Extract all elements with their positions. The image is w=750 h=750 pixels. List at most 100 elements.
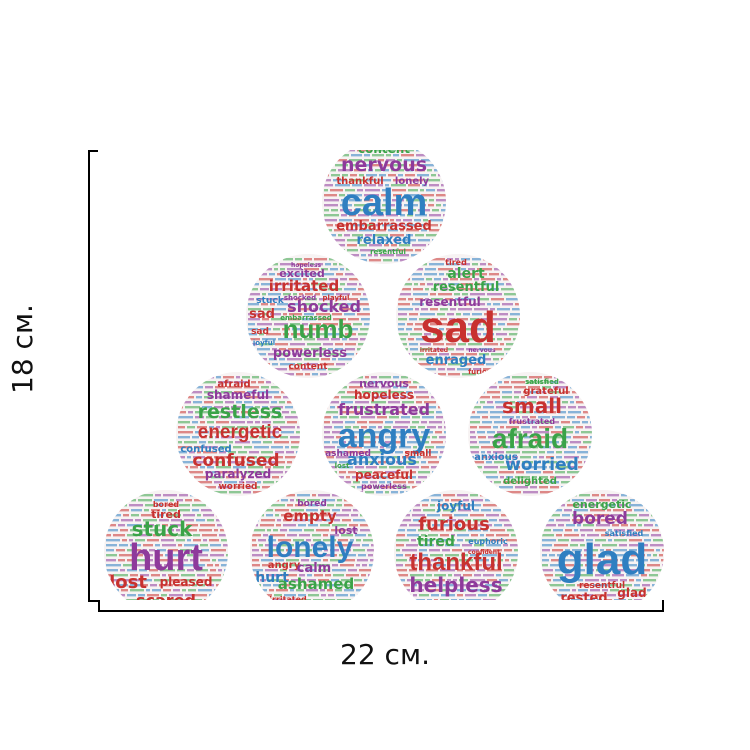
sticker-word: thankful [336,176,383,187]
sticker-lonely-art: bored empty lost lonely angry calm hurt … [250,490,374,600]
sticker-word: hurt [255,570,289,586]
sticker-hurt-art: bored tired stuck hurt lost pleased scar… [104,490,228,600]
sticker-word: sad [249,307,275,322]
sticker-word: euphoric [468,537,508,546]
sticker-word: resentful [433,280,500,295]
sticker-word: ashamed [325,449,371,459]
sticker-word: satisfied [525,378,559,386]
sticker-afraid-art: satisfied grateful small frustrated afra… [468,372,592,496]
sticker-word: confused [180,444,231,455]
sticker-word: excited [279,267,324,280]
sticker-word: small [405,449,432,459]
sticker-word: scared [136,591,196,600]
width-dimension-line [98,600,664,612]
sticker-word: shocked [284,294,316,302]
sticker-word: stuck [132,517,194,541]
sticker-word: anxious [347,450,417,469]
sticker-word: content [358,150,410,156]
sticker-word: restless [198,401,283,423]
sticker-word: nervous [468,347,496,354]
sticker-word: grateful [523,386,568,397]
sticker-word: irritated [269,595,307,600]
sticker-word: content [288,362,328,372]
sticker-word: energetic [572,498,631,511]
sticker-word: powerless [273,346,347,361]
sticker-afraid: satisfied grateful small frustrated afra… [468,372,592,496]
sticker-word: embarrassed [336,219,432,234]
sticker-sad: tired alert resentful resentful sad irri… [396,254,520,378]
sticker-word: shameful [207,388,269,402]
word-cloud-texture [398,258,520,376]
sticker-main-word: thankful [409,549,502,576]
sticker-numb: hopeless excited irritated stuck shocked… [246,254,370,378]
sticker-word: bored [153,500,180,509]
sticker-main-word: hurt [129,537,203,579]
sticker-word: sad [251,327,269,337]
sticker-word: lost [334,524,357,537]
sticker-angry-art: nervous hopeless frustrated angry anxiou… [322,372,446,496]
sticker-word: afraid [217,379,250,390]
sticker-word: frustrated [509,417,555,426]
sticker-main-word: calm [341,182,428,224]
sticker-energetic-art: afraid shameful restless energetic confu… [176,372,300,496]
sticker-word: powerless [361,482,407,491]
sticker-numb-art: hopeless excited irritated stuck shocked… [246,254,370,378]
sticker-word: bored [297,499,327,509]
sticker-word: tired [151,508,181,521]
sticker-word: satisfied [605,529,644,538]
word-cloud-texture [248,258,370,376]
sticker-word: irritated [420,347,448,354]
sticker-word: lost [335,462,350,470]
sticker-word: angry [268,560,301,571]
sticker-word: furious [468,368,496,376]
sticker-word: nervous [359,377,409,390]
sticker-word: playful [323,294,350,302]
sticker-main-word: glad [557,535,647,584]
sticker-word: confused [192,451,279,471]
sticker-word: embarrassed [280,314,332,322]
sticker-word: ashamed [278,575,354,593]
sticker-word: pleased [160,575,213,589]
sticker-word: worried [505,455,579,475]
sticker-main-word: afraid [492,423,568,454]
sticker-word: resentful [419,295,481,309]
sticker-word: relaxed [357,233,412,248]
sticker-word: resentful [370,248,406,256]
sticker-sad-art: tired alert resentful resentful sad irri… [396,254,520,378]
sticker-word: nervous [341,154,427,176]
sticker-word: rested [560,591,607,600]
sticker-word: peaceful [355,468,413,482]
sticker-main-word: sad [420,303,496,352]
sticker-calm: content nervous thankful lonely calm emb… [322,150,446,264]
sticker-word: helpless [409,573,502,597]
sticker-word: tired [417,534,455,550]
sticker-word: alert [447,266,485,282]
sticker-word: confident [468,549,500,556]
sticker-word: hopeless [354,388,414,402]
sticker-word: furious [418,514,490,535]
sticker-word: irritated [269,277,339,295]
word-cloud-texture [252,494,374,600]
sticker-word: lost [109,572,147,593]
sticker-lonely: bored empty lost lonely angry calm hurt … [250,490,374,600]
sticker-word: lonely [395,176,430,187]
sticker-word: paralyzed [205,467,271,481]
sticker-word: enraged [426,353,487,368]
word-cloud-texture [396,494,518,600]
sticker-hurt: bored tired stuck hurt lost pleased scar… [104,490,228,600]
height-dimension-line [88,150,98,602]
sticker-word: glad [617,586,646,600]
sticker-angry: nervous hopeless frustrated angry anxiou… [322,372,446,496]
sticker-calm-art: content nervous thankful lonely calm emb… [322,150,446,264]
sticker-word: resentful [579,581,625,591]
sticker-word: small [502,394,562,418]
sticker-word: worried [218,482,257,492]
sticker-word: hopeless [291,262,321,269]
sticker-word: joyful [436,499,475,513]
sticker-main-word: energetic [198,422,283,443]
sticker-word: delighted [503,476,557,487]
sticker-glad-art: energetic bored satisfied glad resentful… [540,490,664,600]
sticker-main-word: numb [283,314,354,344]
height-dimension-label: 18 см. [6,304,39,394]
sticker-word: tired [445,258,467,267]
